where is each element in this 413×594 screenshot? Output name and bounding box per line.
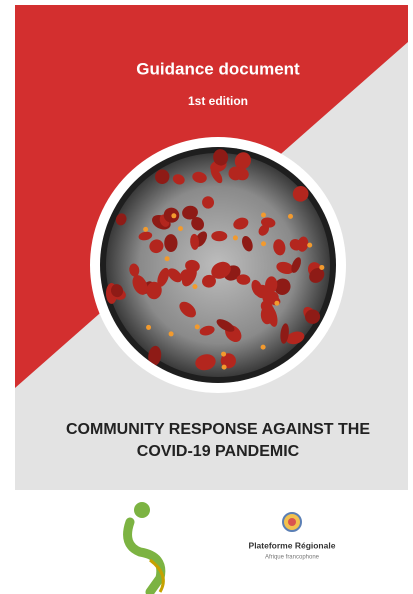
- protein-dot: [261, 241, 267, 247]
- protein-dot: [307, 242, 313, 248]
- spike: [172, 174, 185, 185]
- spike: [273, 239, 286, 256]
- spike: [220, 353, 236, 369]
- protein-dot: [143, 226, 149, 232]
- spike: [132, 275, 148, 295]
- spike: [202, 196, 215, 209]
- protein-dot: [221, 351, 227, 357]
- spike: [228, 166, 243, 181]
- title-line: COVID-19 PANDEMIC: [137, 443, 300, 460]
- protein-dot: [221, 364, 227, 370]
- spike: [149, 239, 164, 254]
- protein-dot: [232, 235, 238, 241]
- spike: [236, 274, 251, 285]
- spike: [276, 261, 294, 275]
- spike: [297, 236, 309, 252]
- spike: [199, 325, 215, 336]
- title-line: COMMUNITY RESPONSE AGAINST THE: [66, 421, 370, 438]
- protein-dot: [146, 324, 152, 330]
- spike: [291, 257, 301, 273]
- spike: [280, 323, 289, 344]
- spike: [309, 267, 325, 283]
- spike: [129, 263, 140, 277]
- protein-dot: [260, 212, 266, 218]
- protein-dot: [287, 213, 293, 219]
- spike: [181, 266, 197, 287]
- spike: [261, 217, 276, 228]
- spike: [110, 284, 124, 298]
- spike: [191, 217, 205, 231]
- spike: [213, 149, 229, 166]
- protein-dot: [194, 324, 200, 330]
- spike: [179, 301, 196, 318]
- spike: [211, 261, 231, 279]
- spike: [164, 234, 178, 252]
- spike: [305, 309, 321, 324]
- spike: [167, 268, 182, 283]
- doc-type: Guidance document: [136, 59, 300, 78]
- right-logo: Plateforme Régionale Afrique francophone: [249, 512, 336, 561]
- spike: [157, 267, 170, 287]
- spike: [211, 230, 228, 242]
- spike: [242, 235, 253, 252]
- protein-dot: [177, 226, 183, 232]
- protein-dot: [171, 213, 177, 219]
- protein-dot: [274, 300, 280, 306]
- logo-center: [288, 518, 296, 526]
- spike: [234, 152, 251, 170]
- spike: [192, 171, 207, 183]
- left-logo: [123, 502, 166, 594]
- spike: [260, 300, 273, 313]
- logo-head: [134, 502, 150, 518]
- spike: [155, 169, 170, 184]
- spike: [190, 233, 200, 250]
- spike: [202, 274, 216, 288]
- logo-name: Plateforme Régionale: [249, 540, 336, 550]
- spike: [292, 186, 309, 202]
- spike: [233, 217, 249, 230]
- spike: [182, 205, 198, 220]
- spike: [115, 213, 127, 226]
- protein-dot: [164, 256, 170, 262]
- logo-body: [123, 517, 166, 594]
- protein-dot: [319, 264, 325, 270]
- protein-dot: [192, 284, 198, 290]
- spike: [195, 354, 216, 371]
- spike: [148, 345, 162, 366]
- spike: [146, 281, 162, 300]
- protein-dot: [260, 344, 266, 350]
- virus-image: [100, 147, 336, 383]
- spike: [286, 331, 305, 345]
- spike: [138, 231, 153, 241]
- logo-subtitle: Afrique francophone: [265, 555, 320, 561]
- edition: 1st edition: [188, 94, 248, 108]
- spike: [265, 276, 278, 294]
- protein-dot: [168, 331, 174, 337]
- spike: [216, 319, 235, 332]
- spike: [274, 278, 291, 295]
- logo-accent: [149, 558, 165, 593]
